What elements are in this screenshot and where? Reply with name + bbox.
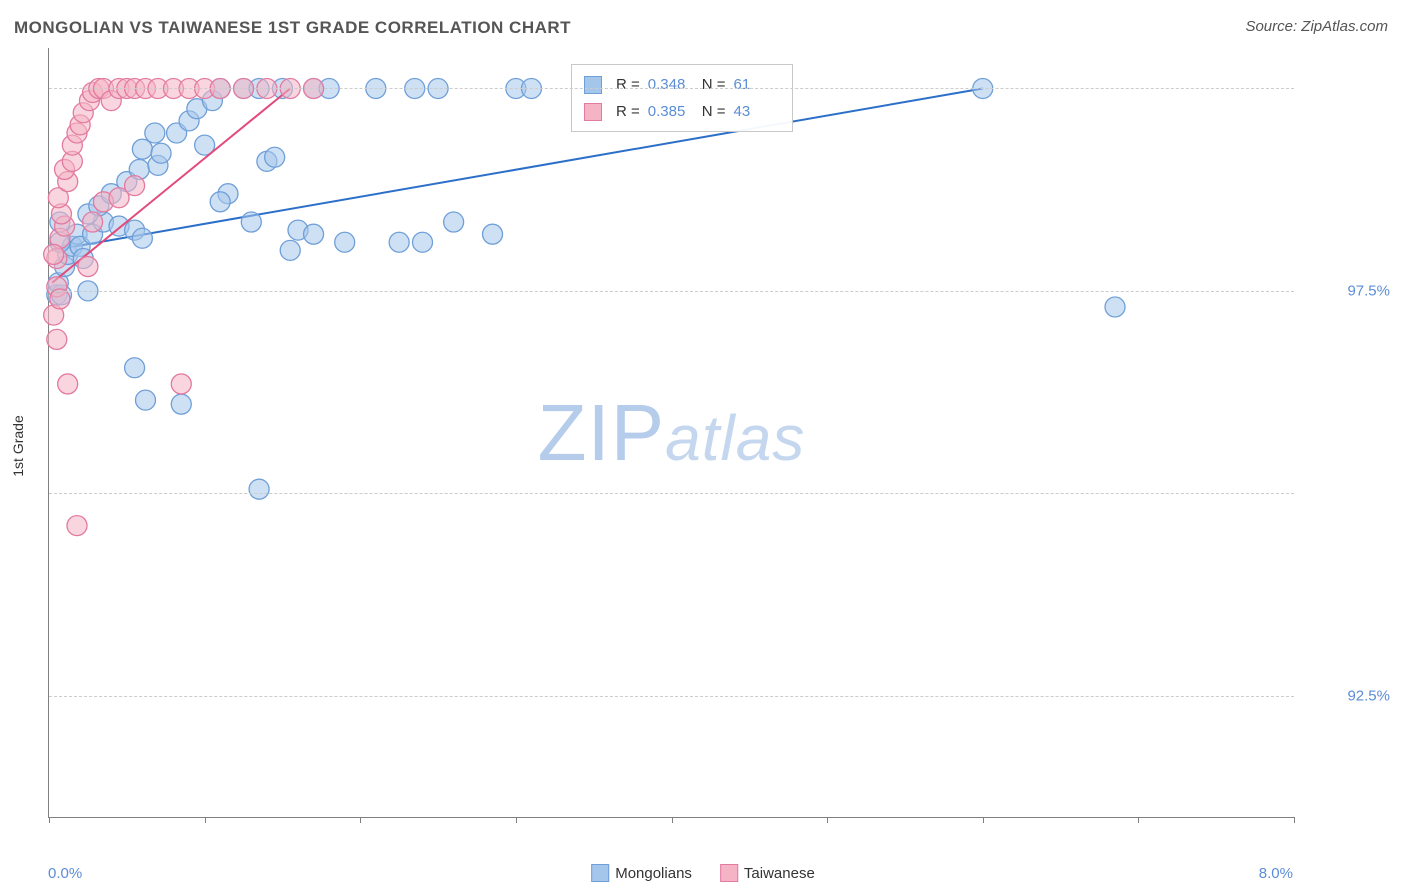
legend-item: Mongolians bbox=[591, 864, 692, 882]
data-point bbox=[47, 329, 67, 349]
data-point bbox=[44, 244, 64, 264]
data-point bbox=[135, 390, 155, 410]
data-point bbox=[413, 232, 433, 252]
data-point bbox=[210, 192, 230, 212]
grid-line bbox=[49, 291, 1294, 292]
data-point bbox=[265, 147, 285, 167]
stats-row-1: R = 0.348 N = 61 bbox=[584, 71, 780, 98]
grid-line bbox=[49, 493, 1294, 494]
data-point bbox=[171, 394, 191, 414]
x-tick bbox=[360, 817, 361, 823]
grid-line bbox=[49, 696, 1294, 697]
stats-swatch-2 bbox=[584, 103, 602, 121]
data-point bbox=[280, 240, 300, 260]
x-tick bbox=[1138, 817, 1139, 823]
data-point bbox=[125, 176, 145, 196]
stats-r-1: 0.348 bbox=[648, 71, 694, 98]
x-tick-label: 0.0% bbox=[48, 865, 82, 882]
stats-r-2: 0.385 bbox=[648, 98, 694, 125]
stats-row-2: R = 0.385 N = 43 bbox=[584, 98, 780, 125]
data-point bbox=[171, 374, 191, 394]
stats-n-label: N = bbox=[702, 71, 726, 98]
data-point bbox=[58, 374, 78, 394]
chart-title: MONGOLIAN VS TAIWANESE 1ST GRADE CORRELA… bbox=[14, 18, 571, 38]
grid-line bbox=[49, 88, 1294, 89]
data-point bbox=[50, 289, 70, 309]
plot-area: ZIPatlas R = 0.348 N = 61 R = 0.385 N = … bbox=[48, 48, 1294, 818]
stats-n-2: 43 bbox=[734, 98, 780, 125]
stats-r-label: R = bbox=[616, 71, 640, 98]
x-tick bbox=[49, 817, 50, 823]
legend-label: Mongolians bbox=[615, 865, 692, 882]
data-point bbox=[389, 232, 409, 252]
data-point bbox=[335, 232, 355, 252]
x-tick bbox=[205, 817, 206, 823]
legend-label: Taiwanese bbox=[744, 865, 815, 882]
data-point bbox=[483, 224, 503, 244]
source-label: Source: ZipAtlas.com bbox=[1245, 18, 1388, 35]
legend-swatch bbox=[591, 864, 609, 882]
stats-box: R = 0.348 N = 61 R = 0.385 N = 43 bbox=[571, 64, 793, 132]
x-tick bbox=[516, 817, 517, 823]
data-point bbox=[1105, 297, 1125, 317]
data-point bbox=[249, 479, 269, 499]
y-axis-label: 1st Grade bbox=[10, 415, 26, 476]
data-point bbox=[125, 358, 145, 378]
stats-r-label: R = bbox=[616, 98, 640, 125]
data-point bbox=[78, 257, 98, 277]
data-point bbox=[83, 212, 103, 232]
legend-bottom: Mongolians Taiwanese bbox=[591, 864, 815, 882]
scatter-svg bbox=[49, 48, 1294, 817]
x-tick bbox=[827, 817, 828, 823]
data-point bbox=[132, 139, 152, 159]
x-tick bbox=[672, 817, 673, 823]
x-tick bbox=[1294, 817, 1295, 823]
data-point bbox=[444, 212, 464, 232]
legend-swatch bbox=[720, 864, 738, 882]
data-point bbox=[145, 123, 165, 143]
data-point bbox=[132, 228, 152, 248]
stats-n-label: N = bbox=[702, 98, 726, 125]
x-tick-label: 8.0% bbox=[1259, 865, 1293, 882]
y-tick-label: 92.5% bbox=[1347, 687, 1390, 704]
stats-swatch-1 bbox=[584, 76, 602, 94]
stats-n-1: 61 bbox=[734, 71, 780, 98]
data-point bbox=[304, 224, 324, 244]
data-point bbox=[151, 143, 171, 163]
data-point bbox=[241, 212, 261, 232]
y-tick-label: 97.5% bbox=[1347, 282, 1390, 299]
data-point bbox=[67, 516, 87, 536]
legend-item: Taiwanese bbox=[720, 864, 815, 882]
x-tick bbox=[983, 817, 984, 823]
